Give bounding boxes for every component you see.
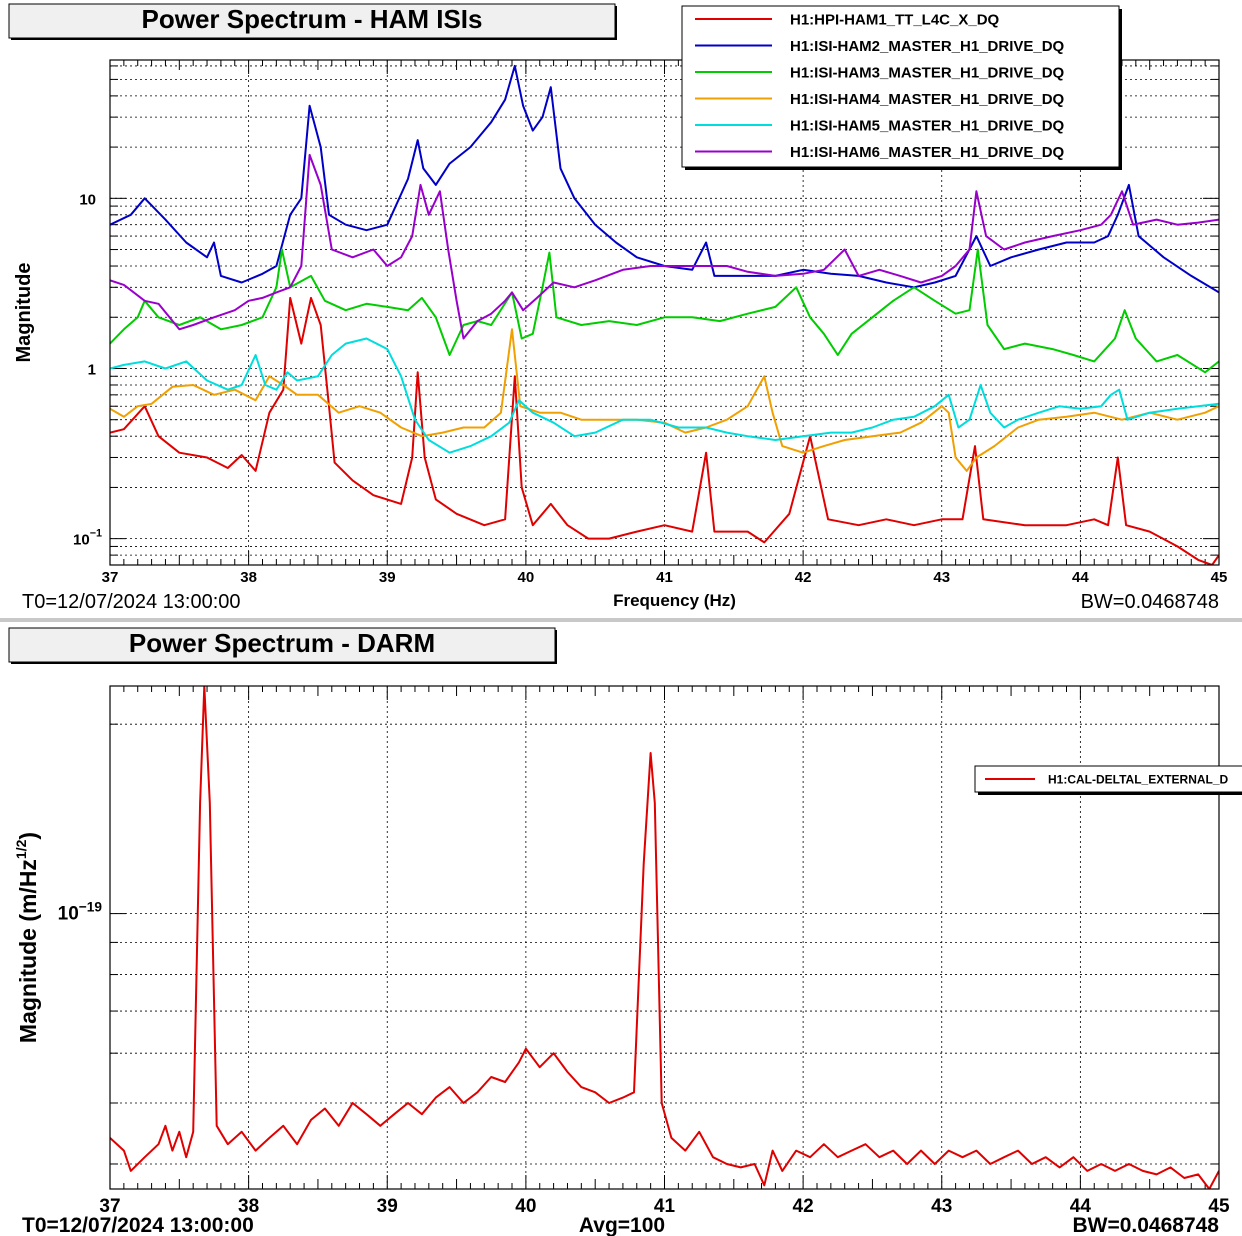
footer-bw: BW=0.0468748 <box>1081 591 1219 613</box>
y-axis-label: Magnitude (m/Hz1/2) <box>13 832 41 1043</box>
x-tick-label: 37 <box>102 569 119 586</box>
legend-label: H1:ISI-HAM4_MASTER_H1_DRIVE_DQ <box>790 91 1065 108</box>
chart-panel-2: 37 38 39 40 41 42 43 44 45 10−19 Power Spectrum - … <box>8 627 1242 1236</box>
series-line-3 <box>110 248 1219 374</box>
x-tick-label: 44 <box>1072 569 1089 586</box>
y-tick-label: 1 <box>88 361 96 378</box>
x-axis-label: Frequency (Hz) <box>613 591 736 610</box>
legend-label: H1:CAL-DELTAL_EXTERNAL_D <box>1048 772 1229 786</box>
x-tick-label: 38 <box>240 569 257 586</box>
legend-label: H1:ISI-HAM2_MASTER_H1_DRIVE_DQ <box>790 38 1065 55</box>
y-axis-label-tail: ) <box>15 832 41 840</box>
y-tick-exponent: −19 <box>79 900 103 915</box>
x-tick-label: 45 <box>1211 569 1228 586</box>
series-line-2 <box>110 64 1219 294</box>
y-axis-label-text: Magnitude (m/Hz <box>15 859 41 1043</box>
panel-divider <box>0 618 1242 622</box>
x-tick-label: 41 <box>656 569 673 586</box>
title-box <box>8 3 616 39</box>
x-tick-label: 43 <box>933 569 950 586</box>
x-tick-label: 39 <box>379 569 396 586</box>
plot-frame <box>109 685 1220 1190</box>
series-line-1 <box>110 686 1219 1189</box>
legend-label: H1:ISI-HAM5_MASTER_H1_DRIVE_DQ <box>790 117 1065 134</box>
series-line-5 <box>110 337 1219 454</box>
x-tick-label: 42 <box>795 569 812 586</box>
legend-box <box>681 5 1120 168</box>
x-tick-label: 39 <box>377 1196 398 1217</box>
y-tick-exponent: −1 <box>90 528 102 540</box>
y-axis-label: Magnitude <box>13 263 35 363</box>
series-group <box>110 686 1219 1189</box>
y-axis-label-text: Magnitude <box>13 263 35 363</box>
legend-label: H1:ISI-HAM3_MASTER_H1_DRIVE_DQ <box>790 64 1065 81</box>
x-tick-label: 42 <box>793 1196 814 1217</box>
x-tick-label: 40 <box>518 569 535 586</box>
x-tick-label: 37 <box>99 1196 120 1217</box>
chart-title: Power Spectrum - HAM ISIs <box>142 4 483 34</box>
x-tick-label: 41 <box>654 1196 676 1217</box>
y-tick-label: 10−1 <box>73 528 102 549</box>
y-tick-label: 10 <box>79 191 96 208</box>
x-tick-label: 43 <box>931 1196 952 1217</box>
footer-bw: BW=0.0468748 <box>1072 1214 1219 1236</box>
series-line-1 <box>110 296 1219 565</box>
plot-frame <box>109 59 1220 566</box>
y-axis-label-sup: 1/2 <box>13 839 29 859</box>
footer-t0: T0=12/07/2024 13:00:00 <box>22 1214 254 1236</box>
y-tick-label: 10−19 <box>58 900 103 925</box>
footer-t0: T0=12/07/2024 13:00:00 <box>22 591 241 613</box>
x-tick-label: 38 <box>238 1196 259 1217</box>
y-tick-base: 10 <box>58 904 79 925</box>
chart-title: Power Spectrum - DARM <box>129 628 435 658</box>
series-line-4 <box>110 328 1219 472</box>
legend-label: H1:HPI-HAM1_TT_L4C_X_DQ <box>790 11 1000 28</box>
y-tick-base: 10 <box>73 532 90 549</box>
series-group <box>110 64 1219 565</box>
series-line-6 <box>110 153 1219 340</box>
footer-avg: Avg=100 <box>579 1214 665 1236</box>
title-box <box>8 627 556 663</box>
x-tick-label: 40 <box>515 1196 536 1217</box>
legend-label: H1:ISI-HAM6_MASTER_H1_DRIVE_DQ <box>790 144 1065 161</box>
x-tick-label: 45 <box>1208 1196 1230 1217</box>
x-tick-label: 44 <box>1070 1196 1092 1217</box>
